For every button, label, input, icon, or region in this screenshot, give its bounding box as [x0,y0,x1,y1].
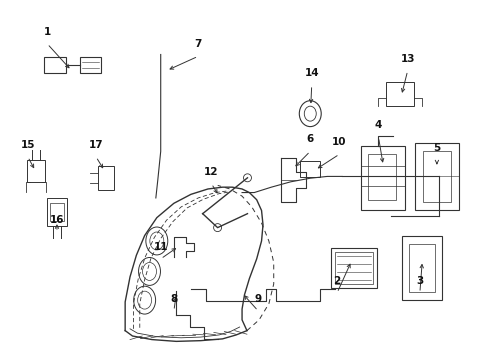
Bar [80,57,101,73]
Bar [334,252,372,284]
Bar [367,154,395,200]
Text: 6: 6 [306,134,313,144]
Text: 2: 2 [333,276,340,286]
Ellipse shape [138,291,151,309]
Bar [300,161,320,177]
Text: 4: 4 [374,120,381,130]
Ellipse shape [243,174,251,182]
Ellipse shape [304,106,316,121]
Bar [386,82,413,106]
Ellipse shape [138,257,160,285]
Ellipse shape [145,227,167,255]
Text: 10: 10 [331,137,346,147]
Ellipse shape [213,224,221,231]
Bar [408,244,434,292]
Text: 16: 16 [50,215,64,225]
Text: 1: 1 [43,27,51,37]
Bar [98,166,113,190]
Bar [27,160,45,182]
Bar [361,146,405,210]
Text: 13: 13 [400,54,414,64]
Text: 5: 5 [432,143,440,153]
Text: 12: 12 [203,167,218,177]
Text: 15: 15 [20,140,35,150]
Ellipse shape [142,262,156,280]
Bar [414,143,458,210]
Text: 17: 17 [88,140,103,150]
Ellipse shape [133,286,155,314]
Text: 11: 11 [153,242,167,252]
Bar [402,236,441,300]
Bar [330,248,376,288]
Bar [47,198,67,226]
Bar [422,150,450,202]
Bar [43,57,65,73]
Text: 3: 3 [415,276,423,286]
Bar [50,203,64,221]
Text: 14: 14 [304,68,318,78]
Text: 7: 7 [194,39,202,49]
Text: 9: 9 [254,294,261,304]
Ellipse shape [149,232,163,250]
Text: 8: 8 [170,294,177,304]
Ellipse shape [299,101,321,127]
